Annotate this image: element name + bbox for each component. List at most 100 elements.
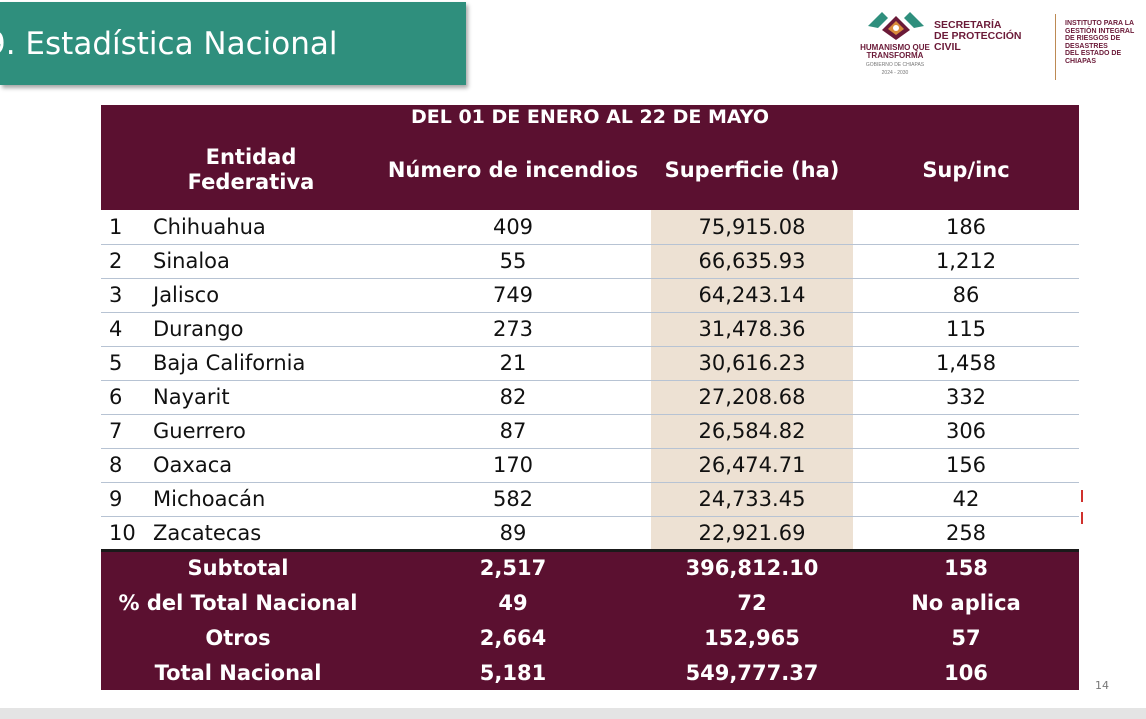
entity-cell: 8 Oaxaca	[101, 448, 375, 483]
fires-cell: 273	[375, 312, 651, 347]
period-header: DEL 01 DE ENERO AL 22 DE MAYO	[101, 105, 1079, 130]
summary-row-total: Total Nacional 5,181 549,777.37 106	[101, 655, 1079, 690]
entity-name: Durango	[153, 317, 244, 341]
rank-number: 1	[109, 214, 123, 239]
summary-label: Subtotal	[101, 548, 375, 585]
entity-name: Oaxaca	[153, 453, 233, 477]
fires-cell: 21	[375, 346, 651, 381]
entity-name: Nayarit	[153, 385, 230, 409]
entity-name: Chihuahua	[153, 214, 266, 239]
edge-mark	[1081, 490, 1083, 502]
table-row: 8 Oaxaca 170 26,474.71 156	[101, 448, 1079, 483]
edge-mark	[1081, 512, 1083, 524]
summary-fires: 2,517	[375, 548, 651, 585]
fires-cell: 87	[375, 414, 651, 449]
ratio-cell: 258	[853, 516, 1079, 551]
page-title: 9. Estadística Nacional	[0, 25, 338, 62]
surface-cell: 30,616.23	[651, 346, 853, 381]
ratio-cell: 306	[853, 414, 1079, 449]
rank-number: 10	[109, 520, 136, 545]
ratio-cell: 42	[853, 482, 1079, 517]
entity-name: Jalisco	[153, 283, 220, 307]
table-row: 3 Jalisco 749 64,243.14 86	[101, 278, 1079, 313]
ratio-cell: 332	[853, 380, 1079, 415]
surface-cell: 26,474.71	[651, 448, 853, 483]
column-header-ratio: Sup/inc	[922, 157, 1010, 182]
title-banner: 9. Estadística Nacional	[0, 2, 466, 85]
logo-divider	[1055, 14, 1056, 80]
summary-fires: 49	[498, 590, 528, 615]
surface-cell: 26,584.82	[651, 414, 853, 449]
page-number: 14	[1095, 679, 1109, 692]
surface-cell: 75,915.08	[651, 210, 853, 245]
surface-cell: 22,921.69	[651, 516, 853, 551]
summary-row-otros: Otros 2,664 152,965 57	[101, 620, 1079, 655]
instituto-name: INSTITUTO PARA LA GESTIÓN INTEGRAL DE RI…	[1065, 20, 1135, 65]
column-header-surface: Superficie (ha)	[664, 157, 840, 182]
entity-cell: 3 Jalisco	[101, 278, 375, 313]
entity-cell: 4 Durango	[101, 312, 375, 347]
entity-cell: 7 Guerrero	[101, 414, 375, 449]
rank-number: 5	[109, 351, 123, 375]
summary-surface: 72	[737, 590, 767, 615]
gobierno-label: GOBIERNO DE CHIAPAS	[865, 62, 925, 68]
surface-cell: 66,635.93	[651, 244, 853, 279]
table-row: 6 Nayarit 82 27,208.68 332	[101, 380, 1079, 415]
table-row: 7 Guerrero 87 26,584.82 306	[101, 414, 1079, 449]
rank-number: 6	[109, 385, 123, 409]
summary-ratio: 57	[951, 625, 981, 650]
fires-cell: 582	[375, 482, 651, 517]
summary-fires: 2,664	[479, 625, 547, 650]
surface-cell: 24,733.45	[651, 482, 853, 517]
humanismo-logo-icon	[868, 12, 924, 40]
rank-number: 4	[109, 317, 123, 341]
humanismo-line2: TRANSFORMA	[866, 51, 924, 60]
secretaria-name: SECRETARÍA DE PROTECCIÓN CIVIL	[934, 19, 1022, 53]
fires-cell: 749	[375, 278, 651, 313]
summary-ratio: No aplica	[911, 590, 1021, 615]
table-row: 9 Michoacán 582 24,733.45 42	[101, 482, 1079, 517]
table-row: 5 Baja California 21 30,616.23 1,458	[101, 346, 1079, 381]
summary-label: % del Total Nacional	[118, 590, 358, 615]
ratio-cell: 186	[853, 210, 1079, 245]
table-row: 10 Zacatecas 89 22,921.69 258	[101, 516, 1079, 551]
bottom-band	[0, 708, 1146, 719]
entity-name: Guerrero	[153, 419, 246, 443]
entity-cell: 2 Sinaloa	[101, 244, 375, 279]
entity-cell: 1 Chihuahua	[101, 210, 375, 245]
summary-ratio: 158	[853, 548, 1079, 585]
fires-cell: 409	[375, 210, 651, 245]
summary-surface: 549,777.37	[685, 660, 819, 685]
rank-number: 7	[109, 419, 123, 443]
ratio-cell: 115	[853, 312, 1079, 347]
entity-name: Zacatecas	[153, 520, 262, 545]
table-row: 4 Durango 273 31,478.36 115	[101, 312, 1079, 347]
surface-cell: 27,208.68	[651, 380, 853, 415]
summary-surface: 396,812.10	[651, 548, 853, 585]
summary-surface: 152,965	[704, 625, 800, 650]
summary-label: Total Nacional	[154, 660, 322, 685]
rank-number: 8	[109, 453, 123, 477]
entity-header-text: Entidad Federativa	[187, 145, 315, 194]
entity-name: Michoacán	[153, 487, 266, 511]
years-label: 2024 - 2030	[881, 70, 909, 76]
table-row: 2 Sinaloa 55 66,635.93 1,212	[101, 244, 1079, 279]
summary-row-percent: % del Total Nacional 49 72 No aplica	[101, 585, 1079, 620]
fires-cell: 55	[375, 244, 651, 279]
statistics-table: DEL 01 DE ENERO AL 22 DE MAYO Entidad Fe…	[101, 105, 1079, 690]
ratio-cell: 156	[853, 448, 1079, 483]
surface-cell: 64,243.14	[651, 278, 853, 313]
fires-cell: 170	[375, 448, 651, 483]
humanismo-logo-caption: HUMANISMO QUE TRANSFORMA GOBIERNO DE CHI…	[859, 44, 931, 77]
logo-block: HUMANISMO QUE TRANSFORMA GOBIERNO DE CHI…	[856, 8, 1146, 86]
entity-cell: 5 Baja California	[101, 346, 375, 381]
summary-label: Otros	[205, 625, 271, 650]
column-header-fires: Número de incendios	[387, 157, 639, 182]
ratio-cell: 1,212	[853, 244, 1079, 279]
ratio-cell: 86	[853, 278, 1079, 313]
rank-number: 9	[109, 487, 123, 511]
rank-number: 2	[109, 249, 123, 273]
surface-cell: 31,478.36	[651, 312, 853, 347]
entity-name: Baja California	[153, 351, 306, 375]
entity-cell: 6 Nayarit	[101, 380, 375, 415]
